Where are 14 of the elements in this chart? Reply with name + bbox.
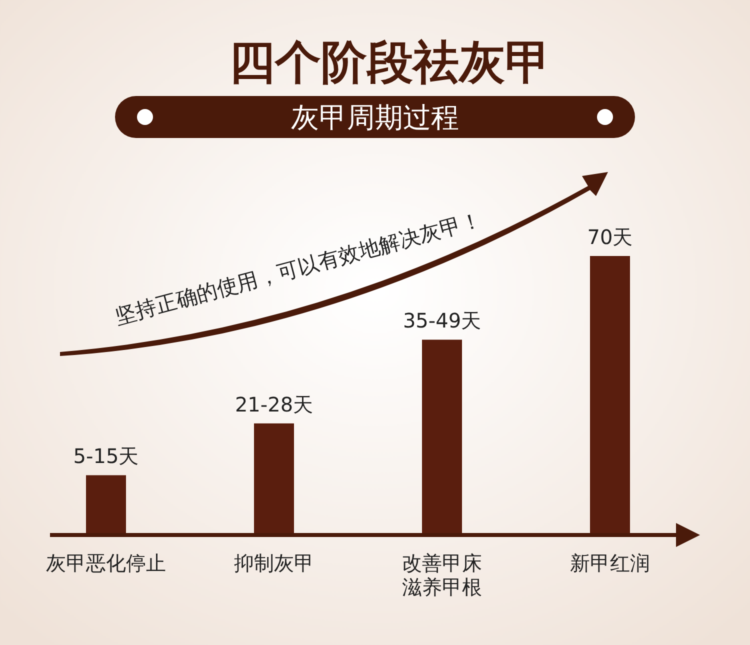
bar [422,340,462,535]
chart-title: 四个阶段祛灰甲 [229,35,551,89]
x-tick-label: 改善甲床滋养甲根 [402,551,482,599]
x-tick-label: 灰甲恶化停止 [46,551,166,575]
data-label: 5-15天 [73,444,139,468]
bar [86,475,126,535]
x-tick-label: 抑制灰甲 [234,551,314,575]
chart-subtitle: 灰甲周期过程 [291,101,459,134]
bar [590,256,630,535]
data-label: 35-49天 [402,308,482,333]
x-tick-label: 新甲红润 [570,551,650,575]
bar [254,423,294,535]
data-label: 21-28天 [234,392,314,416]
data-label: 70天 [587,225,633,249]
